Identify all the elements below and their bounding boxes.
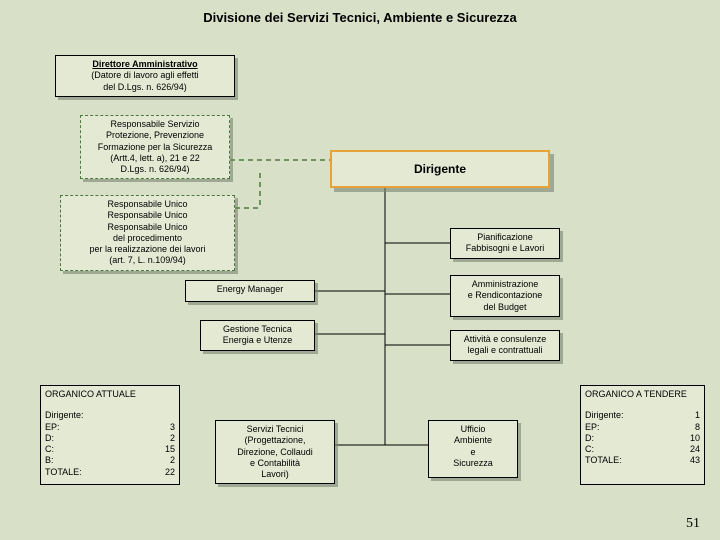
page-title: Divisione dei Servizi Tecnici, Ambiente … (0, 0, 720, 31)
node-amministrazione: Amministrazionee Rendicontazionedel Budg… (450, 275, 560, 317)
org-row-label: D: (45, 433, 120, 444)
org-row-value: 10 (661, 433, 700, 444)
org-row-value: 2 (128, 455, 175, 466)
org-row-value (128, 410, 175, 421)
organico-tendere-title: ORGANICO A TENDERE (585, 389, 700, 400)
org-row-label: C: (585, 444, 653, 455)
direttore-title: Direttore Amministrativo (60, 59, 230, 70)
direttore-sub: (Datore di lavoro agli effettidel D.Lgs.… (60, 70, 230, 93)
node-ufficio-ambiente: UfficioAmbienteeSicurezza (428, 420, 518, 478)
org-row-value: 1 (661, 410, 700, 421)
org-row-value: 8 (661, 422, 700, 433)
org-row-label: B: (45, 455, 120, 466)
org-row-value: 43 (661, 455, 700, 466)
node-energy-manager: Energy Manager (185, 280, 315, 302)
org-row-value: 15 (128, 444, 175, 455)
organico-attuale: ORGANICO ATTUALE Dirigente:EP: 3 D: 2 C: 15 B:… (40, 385, 180, 485)
page-number: 51 (686, 516, 700, 532)
organico-tendere: ORGANICO A TENDERE Dirigente: 1 EP: 8 D: 10 C:… (580, 385, 705, 485)
org-row-label: EP: (585, 422, 653, 433)
organico-tendere-rows: Dirigente: 1 EP: 8 D: 10 C: 24 TOTALE: 43 (585, 410, 700, 466)
node-responsabile-servizio: Responsabile ServizioProtezione, Prevenz… (80, 115, 230, 179)
org-row-label: EP: (45, 422, 120, 433)
node-attivita: Attività e consulenzelegali e contrattua… (450, 330, 560, 361)
org-row-value: 22 (128, 467, 175, 478)
org-row-label: C: (45, 444, 120, 455)
node-servizi-tecnici: Servizi Tecnici(Progettazione,Direzione,… (215, 420, 335, 484)
organico-attuale-title: ORGANICO ATTUALE (45, 389, 175, 400)
org-row-value: 24 (661, 444, 700, 455)
node-responsabile-unico: Responsabile UnicoResponsabile UnicoResp… (60, 195, 235, 271)
org-row-label: D: (585, 433, 653, 444)
org-row-label: Dirigente: (45, 410, 120, 421)
org-row-label: Dirigente: (585, 410, 653, 421)
node-pianificazione: PianificazioneFabbisogni e Lavori (450, 228, 560, 259)
org-row-label: TOTALE: (585, 455, 653, 466)
node-direttore: Direttore Amministrativo (Datore di lavo… (55, 55, 235, 97)
org-row-value: 3 (128, 422, 175, 433)
node-gestione-tecnica: Gestione TecnicaEnergia e Utenze (200, 320, 315, 351)
org-row-value: 2 (128, 433, 175, 444)
organico-attuale-rows: Dirigente:EP: 3 D: 2 C: 15 B: 2 TOTALE: 22 (45, 410, 175, 478)
org-row-label: TOTALE: (45, 467, 120, 478)
node-dirigente: Dirigente (330, 150, 550, 188)
